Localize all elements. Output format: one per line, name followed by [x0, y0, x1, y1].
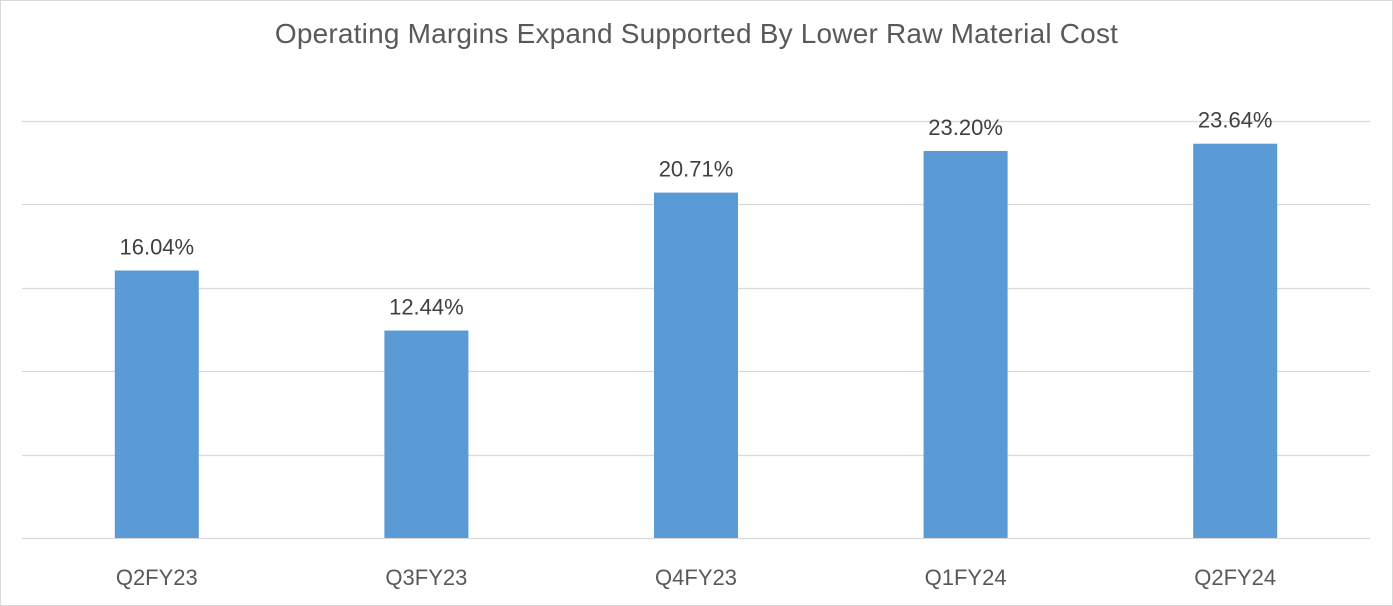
x-tick-label-q4fy23: Q4FY23 — [655, 565, 737, 590]
data-labels: 16.04% 12.44% 20.71% 23.20% 23.64% — [119, 108, 1272, 320]
bar-q4fy23 — [654, 192, 738, 538]
x-axis-tick-labels: Q2FY23 Q3FY23 Q4FY23 Q1FY24 Q2FY24 — [116, 565, 1276, 590]
bar-q3fy23 — [384, 330, 469, 538]
data-label-q2fy24: 23.64% — [1198, 108, 1273, 133]
bar-q2fy24 — [1193, 143, 1278, 538]
x-tick-label-q1fy24: Q1FY24 — [925, 565, 1007, 590]
data-label-q2fy23: 16.04% — [119, 235, 194, 260]
bars — [114, 143, 1278, 538]
data-label-q1fy24: 23.20% — [928, 115, 1003, 140]
x-tick-label-q2fy24: Q2FY24 — [1194, 565, 1276, 590]
chart-title: Operating Margins Expand Supported By Lo… — [274, 18, 1119, 49]
bar-q2fy23 — [114, 270, 199, 538]
x-tick-label-q3fy23: Q3FY23 — [385, 565, 467, 590]
bar-q1fy24 — [923, 151, 1008, 538]
data-label-q3fy23: 12.44% — [389, 295, 464, 320]
x-tick-label-q2fy23: Q2FY23 — [116, 565, 198, 590]
data-label-q4fy23: 20.71% — [659, 157, 734, 182]
